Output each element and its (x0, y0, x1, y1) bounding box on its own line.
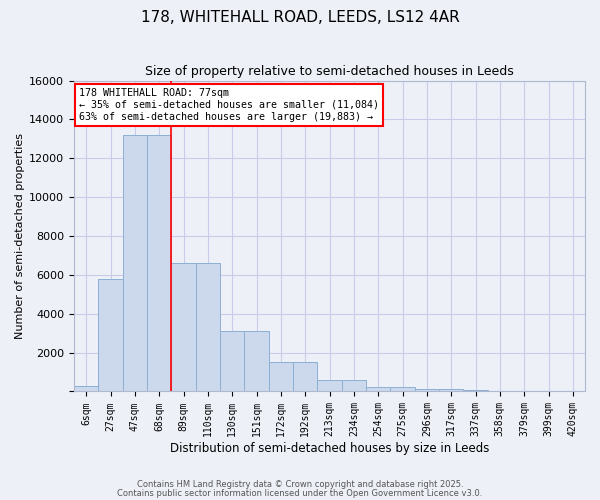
Title: Size of property relative to semi-detached houses in Leeds: Size of property relative to semi-detach… (145, 65, 514, 78)
Bar (147, 135, 172, 392)
Bar (366, 387, 391, 392)
Bar (269, 362, 293, 392)
Text: 178 WHITEHALL ROAD: 77sqm
← 35% of semi-detached houses are smaller (11,084)
63%: 178 WHITEHALL ROAD: 77sqm ← 35% of semi-… (79, 88, 379, 122)
Bar (293, 362, 317, 392)
Bar (122, 135, 147, 392)
Text: Contains public sector information licensed under the Open Government Licence v3: Contains public sector information licen… (118, 488, 482, 498)
Text: Contains HM Land Registry data © Crown copyright and database right 2025.: Contains HM Land Registry data © Crown c… (137, 480, 463, 489)
Bar (512, 390, 536, 392)
Bar (536, 391, 560, 392)
Bar (415, 388, 439, 392)
X-axis label: Distribution of semi-detached houses by size in Leeds: Distribution of semi-detached houses by … (170, 442, 489, 455)
Bar (196, 263, 220, 392)
Bar (391, 387, 415, 392)
Bar (74, 386, 98, 392)
Bar (220, 331, 244, 392)
Bar (244, 331, 269, 392)
Y-axis label: Number of semi-detached properties: Number of semi-detached properties (15, 133, 25, 339)
Bar (172, 263, 196, 392)
Bar (439, 388, 463, 392)
Bar (98, 279, 122, 392)
Bar (341, 380, 366, 392)
Bar (463, 390, 488, 392)
Bar (488, 390, 512, 392)
Bar (317, 380, 341, 392)
Text: 178, WHITEHALL ROAD, LEEDS, LS12 4AR: 178, WHITEHALL ROAD, LEEDS, LS12 4AR (140, 10, 460, 25)
